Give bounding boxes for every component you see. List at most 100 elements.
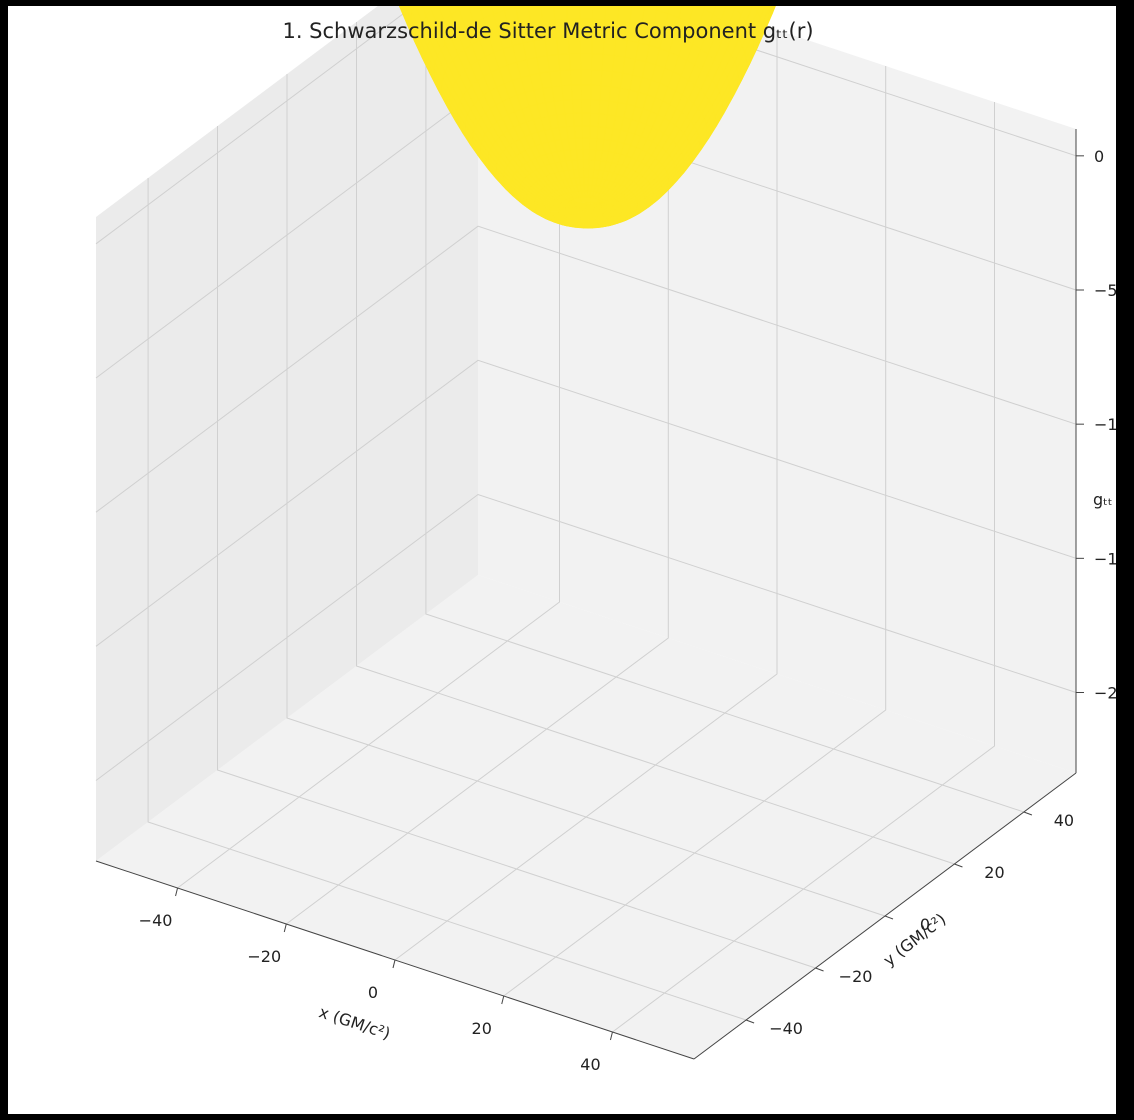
y-tick-mark bbox=[954, 863, 963, 868]
surface-patch bbox=[590, 99, 601, 115]
grid-line-y bbox=[356, 22, 955, 865]
surface-patch bbox=[596, 126, 607, 140]
x-tick-label: 20 bbox=[472, 1019, 492, 1038]
surface-patch bbox=[768, 6, 771, 9]
grid-line-x bbox=[503, 66, 887, 997]
surface-patch bbox=[447, 6, 460, 16]
surface-patch bbox=[409, 6, 415, 13]
chart-title: 1. Schwarzschild-de Sitter Metric Compon… bbox=[282, 19, 813, 43]
surface-patch bbox=[587, 168, 595, 179]
z-axis-label: gₜₜ bbox=[1093, 490, 1113, 509]
surface-patch bbox=[582, 137, 591, 150]
z-tick-label: 0 bbox=[1094, 147, 1104, 166]
z-tick-label: −15 bbox=[1094, 549, 1116, 568]
axis-ticks: −40 −20 0 20 40 −40 −20 0 20 40 0 −5 −10 −15 −20 bbox=[139, 147, 1116, 1074]
surface-patch bbox=[573, 125, 583, 139]
x-axis-label: x (GM/c²) bbox=[317, 1002, 393, 1043]
grid-line-z bbox=[95, 6, 1077, 245]
surface-patch bbox=[644, 6, 658, 11]
surface-patch bbox=[757, 6, 766, 20]
surface-patch bbox=[571, 99, 583, 114]
surface-patch bbox=[617, 6, 633, 24]
grid-line-y bbox=[147, 178, 747, 1021]
grid-line-y bbox=[425, 6, 1025, 813]
surface-patch bbox=[580, 84, 592, 100]
y-tick-mark bbox=[1023, 811, 1033, 816]
surface-patch bbox=[601, 53, 615, 72]
surface-plot: −40 −20 0 20 40 −40 −20 0 20 40 0 −5 −10 −15 −20 1. Sc… bbox=[95, 6, 1116, 1074]
surface-patch bbox=[604, 6, 620, 22]
surface-patch bbox=[583, 177, 589, 186]
gridlines bbox=[95, 6, 1077, 1060]
surface-patch bbox=[587, 177, 594, 186]
surface-patch bbox=[457, 6, 466, 10]
surface-mesh bbox=[398, 6, 776, 229]
surface-patch bbox=[583, 168, 590, 178]
y-tick-mark bbox=[745, 1019, 755, 1024]
surface-patch bbox=[557, 53, 571, 71]
surface-patch bbox=[581, 125, 591, 139]
surface-patch bbox=[597, 113, 608, 128]
surface-patch bbox=[549, 70, 562, 88]
x-tick-label: −20 bbox=[247, 947, 281, 966]
surface-patch bbox=[582, 148, 590, 161]
y-tick-label: 20 bbox=[984, 863, 1004, 882]
grid-line-y bbox=[217, 126, 816, 969]
surface-patch bbox=[703, 6, 717, 15]
grid-line-z bbox=[95, 359, 1077, 647]
grid-line-z bbox=[95, 225, 1077, 513]
surface-patch bbox=[570, 84, 582, 100]
surface-patch bbox=[503, 6, 517, 11]
surface-patch bbox=[491, 6, 505, 15]
grid-line-z bbox=[95, 493, 1077, 781]
y-tick-mark bbox=[815, 967, 824, 972]
surface-patch bbox=[629, 6, 645, 26]
surface-patch bbox=[612, 55, 626, 74]
surface-patch bbox=[415, 6, 427, 24]
surface-patch bbox=[768, 6, 774, 16]
surface-patch bbox=[421, 6, 432, 17]
y-tick-label: −20 bbox=[839, 967, 873, 986]
x-tick-mark bbox=[501, 995, 505, 1005]
z-tick-label: −5 bbox=[1094, 281, 1116, 300]
surface-patch bbox=[553, 6, 568, 21]
x-tick-label: 0 bbox=[368, 983, 378, 1002]
surface-patch bbox=[592, 6, 607, 21]
surface-patch bbox=[547, 54, 561, 72]
surface-patch bbox=[566, 6, 581, 20]
x-tick-mark bbox=[609, 1031, 613, 1041]
surface-patch bbox=[551, 85, 564, 102]
surface-patch bbox=[479, 6, 494, 19]
surface-patch bbox=[712, 6, 727, 21]
surface-patch bbox=[656, 6, 670, 14]
surface-patch bbox=[734, 6, 745, 16]
surface-patch bbox=[468, 6, 484, 23]
surface-patch bbox=[572, 112, 583, 127]
surface-patch bbox=[588, 159, 596, 170]
surface-patch bbox=[591, 53, 604, 71]
surface-patch bbox=[754, 6, 760, 12]
surface-patch bbox=[579, 6, 594, 20]
surface-patch bbox=[588, 149, 597, 161]
x-tick-label: 40 bbox=[580, 1055, 600, 1074]
surface-patch bbox=[438, 6, 452, 22]
surface-patch bbox=[590, 84, 602, 101]
surface-patch bbox=[740, 6, 753, 23]
x-tick-mark bbox=[392, 959, 396, 969]
x-tick-mark bbox=[175, 887, 179, 897]
surface-patch bbox=[637, 6, 645, 8]
surface-patch bbox=[698, 6, 706, 10]
surface-patch bbox=[667, 6, 683, 18]
surface-patch bbox=[688, 6, 705, 28]
surface-patch bbox=[581, 112, 591, 127]
surface-patch bbox=[759, 6, 770, 27]
surface-patch bbox=[569, 69, 582, 86]
surface-patch bbox=[399, 6, 405, 17]
y-tick-label: 0 bbox=[920, 915, 930, 934]
surface-patch bbox=[404, 6, 413, 21]
surface-patch bbox=[600, 70, 613, 88]
z-tick-label: −20 bbox=[1094, 684, 1116, 703]
surface-patch bbox=[540, 6, 556, 22]
grid-line-x bbox=[394, 30, 778, 961]
figure: −40 −20 0 20 40 −40 −20 0 20 40 0 −5 −10 −15 −20 1. Sc… bbox=[8, 6, 1116, 1114]
